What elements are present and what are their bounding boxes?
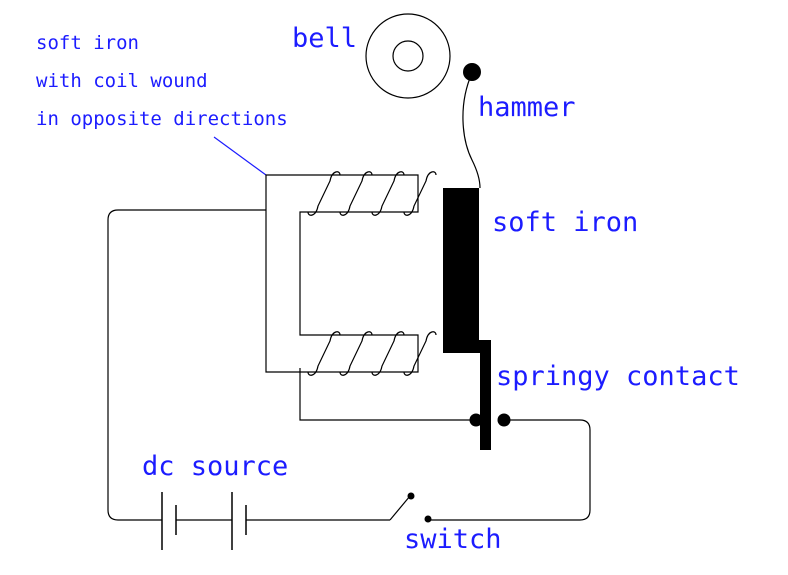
annotation-leader: [213, 136, 267, 176]
contacts: [469, 413, 511, 427]
electromagnet: [265, 174, 419, 373]
coil-turn: [403, 331, 437, 376]
contact-left: [469, 413, 483, 427]
circuit-wires: [107, 136, 591, 521]
coil-upper: [307, 171, 437, 216]
coil-turn: [371, 331, 405, 376]
coil-note-line-1: soft iron: [36, 32, 139, 54]
bell-label: bell: [292, 23, 357, 54]
coil-turn: [403, 171, 437, 216]
contact-right: [497, 413, 511, 427]
coil-turn: [339, 171, 373, 216]
wire-coil-to-contact: [299, 368, 476, 421]
coil-turn: [307, 171, 341, 216]
wire-left-loop: [107, 209, 266, 521]
switch: [389, 492, 432, 523]
switch-pivot-top: [407, 492, 415, 500]
soft-iron-label: soft iron: [492, 207, 638, 238]
switch-lever: [389, 495, 411, 521]
dc-source: [161, 492, 247, 550]
coil-note-line-2: with coil wound: [36, 70, 208, 92]
armature: [443, 188, 491, 450]
springy-contact-label: springy contact: [496, 361, 740, 392]
dc-source-label: dc source: [142, 451, 288, 482]
hammer-label: hammer: [478, 92, 576, 123]
switch-label: switch: [404, 524, 502, 555]
coil-turn: [371, 171, 405, 216]
hammer-head: [463, 63, 481, 81]
soft-iron-armature: [443, 188, 491, 450]
hammer: [462, 63, 481, 189]
coil-lower: [307, 331, 437, 376]
coil-note-line-3: in opposite directions: [36, 108, 288, 130]
wire-right-loop: [428, 419, 591, 521]
bell-inner: [392, 40, 424, 72]
bell-outer: [365, 13, 451, 99]
labels: soft iron with coil wound in opposite di…: [36, 23, 740, 555]
bell: [365, 13, 451, 99]
coil-turn: [307, 331, 341, 376]
switch-contact: [424, 515, 432, 523]
soft-iron-core: [265, 174, 419, 373]
coil-turn: [339, 331, 373, 376]
hammer-arm: [462, 72, 481, 189]
